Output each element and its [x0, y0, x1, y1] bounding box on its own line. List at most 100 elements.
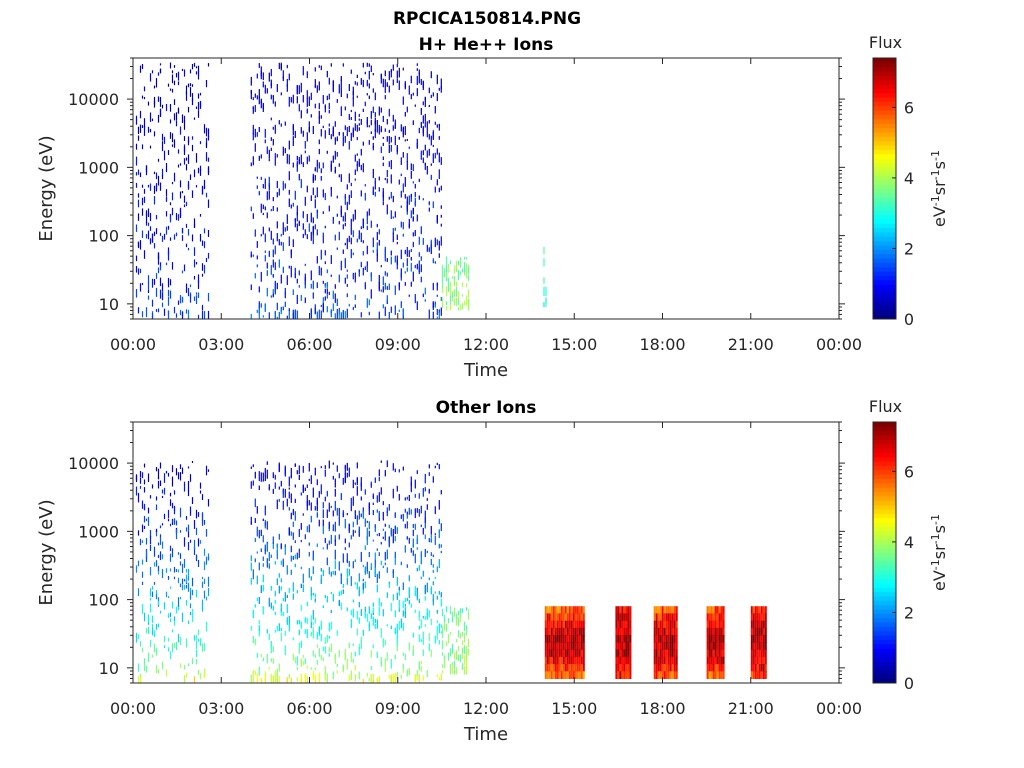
flux-cell	[258, 127, 260, 133]
flux-cell	[153, 562, 156, 567]
flux-cell	[378, 176, 380, 181]
flux-cell	[374, 559, 376, 569]
flux-cell	[330, 186, 332, 190]
flux-cell	[290, 467, 292, 478]
flux-cell	[338, 163, 340, 167]
flux-cell	[278, 533, 280, 540]
flux-cell	[564, 635, 567, 643]
flux-cell	[720, 671, 723, 679]
flux-cell	[570, 656, 573, 665]
flux-cell	[187, 106, 190, 113]
flux-cell	[659, 671, 662, 679]
flux-cell	[580, 664, 583, 672]
flux-cell	[406, 669, 408, 677]
flux-cell	[582, 642, 585, 651]
flux-cell	[342, 589, 344, 594]
flux-cell	[750, 635, 753, 643]
flux-cell	[179, 561, 182, 566]
flux-cell	[282, 228, 284, 235]
flux-cell	[336, 138, 338, 141]
flux-cell	[362, 240, 364, 244]
colorbar-segment	[873, 543, 896, 549]
flux-cell	[562, 671, 565, 679]
flux-cell	[617, 613, 620, 622]
flux-cell	[310, 92, 312, 100]
flux-cell	[274, 311, 276, 319]
flux-cell	[457, 298, 460, 306]
flux-cell	[388, 524, 390, 529]
colorbar-segment	[873, 626, 896, 632]
flux-cell	[422, 101, 424, 106]
flux-cell	[171, 601, 174, 609]
flux-cell	[286, 677, 288, 683]
flux-cell	[300, 673, 302, 683]
flux-cell	[716, 656, 719, 665]
flux-cell	[461, 608, 464, 613]
flux-cell	[256, 255, 258, 260]
flux-cell	[384, 95, 386, 100]
flux-cell	[173, 576, 176, 580]
flux-cell	[334, 560, 336, 570]
flux-cell	[346, 269, 348, 272]
flux-cell	[264, 250, 266, 253]
flux-cell	[568, 635, 571, 643]
flux-cell	[653, 671, 656, 679]
flux-cell	[207, 199, 210, 208]
flux-cell	[256, 95, 258, 100]
flux-cell	[428, 134, 430, 140]
x-tick-label: 06:00	[286, 335, 332, 354]
flux-cell	[205, 152, 208, 162]
flux-cell	[441, 640, 444, 650]
flux-cell	[657, 656, 660, 665]
flux-cell	[201, 240, 204, 246]
flux-cell	[572, 642, 575, 651]
flux-cell	[440, 673, 442, 681]
flux-cell	[280, 628, 282, 632]
flux-cell	[326, 269, 328, 274]
flux-cell	[147, 626, 150, 634]
flux-cell	[402, 652, 404, 656]
flux-cell	[346, 472, 348, 478]
flux-cell	[368, 521, 370, 530]
flux-cell	[432, 282, 434, 291]
flux-cell	[671, 635, 674, 643]
flux-cell	[410, 483, 412, 493]
flux-cell	[418, 195, 420, 200]
flux-cell	[177, 164, 180, 168]
flux-cell	[310, 576, 312, 581]
flux-cell	[420, 660, 422, 665]
flux-cell	[165, 262, 168, 266]
flux-cell	[302, 214, 304, 219]
flux-cell	[362, 218, 364, 229]
flux-cell	[165, 163, 168, 173]
flux-cell	[195, 635, 198, 640]
flux-cell	[320, 568, 322, 572]
flux-cell	[139, 641, 142, 647]
flux-cell	[461, 632, 464, 637]
flux-cell	[390, 69, 392, 73]
flux-cell	[623, 613, 626, 622]
flux-cell	[552, 627, 555, 636]
flux-cell	[252, 670, 254, 677]
flux-cell	[288, 491, 290, 499]
flux-cell	[453, 607, 456, 617]
flux-cell	[382, 536, 384, 539]
colorbar-segment	[873, 171, 896, 176]
flux-cell	[201, 581, 204, 588]
colorbar-segment	[873, 609, 896, 614]
flux-cell	[344, 653, 346, 660]
flux-cell	[414, 294, 416, 304]
flux-cell	[438, 464, 440, 470]
flux-cell	[250, 578, 252, 585]
flux-cell	[294, 657, 296, 664]
flux-cell	[629, 642, 632, 651]
flux-cell	[659, 620, 662, 629]
flux-cell	[173, 65, 176, 68]
flux-cell	[356, 486, 358, 496]
flux-cell	[366, 211, 368, 217]
flux-cell	[268, 552, 270, 562]
flux-cell	[400, 618, 402, 629]
flux-cell	[145, 234, 148, 239]
flux-cell	[384, 306, 386, 317]
flux-cell	[416, 547, 418, 550]
